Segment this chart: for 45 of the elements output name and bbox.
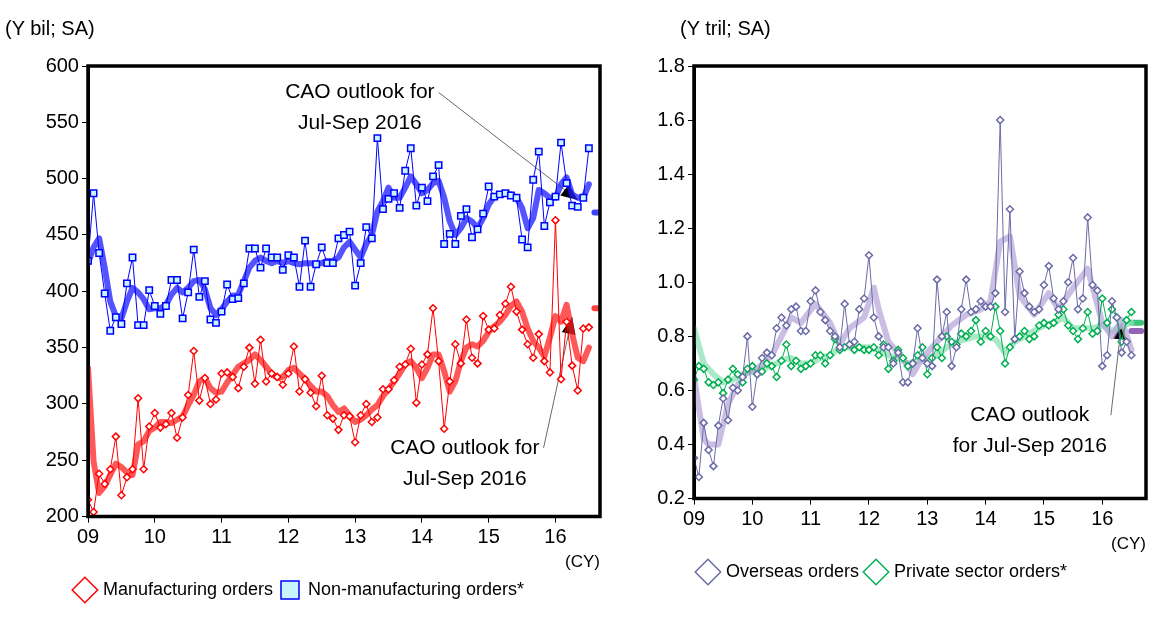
y-tick-label: 550 (45, 109, 79, 132)
y-tick-label: 350 (45, 335, 79, 358)
y-tick-label: 1.2 (657, 215, 685, 238)
x-tick-label: 13 (344, 525, 367, 548)
legend-label: Non-manufacturing orders* (307, 578, 525, 599)
x-tick-label: 16 (1091, 507, 1114, 530)
legend-label: Private sector orders* (893, 560, 1068, 581)
y-tick-label: 1.8 (657, 53, 685, 76)
x-tick-label: 10 (741, 507, 764, 530)
x-axis-title: (CY) (1111, 534, 1146, 554)
x-tick-label: 13 (916, 507, 939, 530)
x-tick-label: 16 (544, 525, 567, 548)
x-tick-label: 11 (800, 507, 822, 530)
x-tick-label: 09 (76, 525, 100, 548)
annotation: CAO outlook for Jul-Sep 2016 (952, 401, 1107, 456)
x-axis-title: (CY) (565, 552, 600, 572)
x-tick-label: 14 (410, 525, 434, 548)
y-tick-label: 0.6 (657, 377, 685, 400)
x-tick-label: 09 (682, 507, 706, 530)
annotation: CAO outlook for Jul-Sep 2016 (390, 434, 540, 489)
y-tick-label: 1.0 (657, 269, 685, 292)
y-tick-label: 200 (45, 504, 79, 527)
x-tick-label: 15 (1032, 507, 1056, 530)
y-tick-label: 250 (45, 447, 79, 470)
y-tick-label: 1.6 (657, 107, 685, 130)
x-tick-label: 11 (211, 525, 232, 548)
x-tick-label: 14 (974, 507, 997, 530)
x-tick-label: 12 (277, 525, 300, 548)
y-tick-label: 1.4 (657, 161, 685, 184)
x-tick-label: 10 (143, 525, 166, 548)
annotation: CAO outlook for Jul-Sep 2016 (285, 79, 435, 134)
y-axis-title: (Y bil; SA) (5, 16, 95, 39)
y-tick-label: 400 (45, 278, 79, 301)
y-axis-title: (Y tril; SA) (680, 16, 771, 39)
y-tick-label: 600 (45, 53, 79, 76)
legend-label: Overseas orders (725, 560, 860, 581)
x-tick-label: 12 (857, 507, 881, 530)
y-tick-label: 0.8 (657, 323, 685, 346)
y-tick-label: 500 (45, 166, 79, 189)
y-tick-label: 300 (45, 391, 79, 414)
legend-label: Manufacturing orders (102, 578, 273, 599)
y-tick-label: 0.4 (657, 432, 685, 455)
y-tick-label: 450 (45, 222, 79, 245)
y-tick-label: 0.2 (657, 486, 685, 509)
x-tick-label: 15 (477, 525, 500, 548)
